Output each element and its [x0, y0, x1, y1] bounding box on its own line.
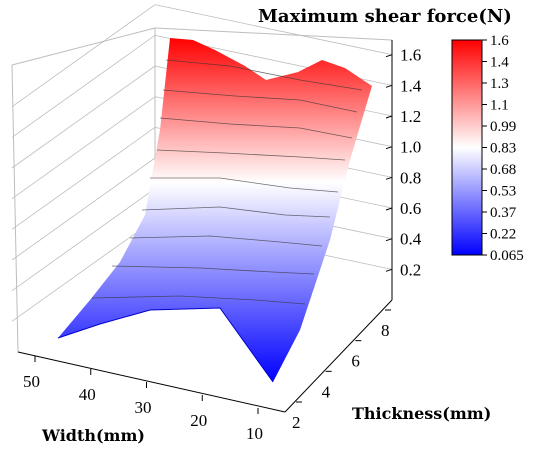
- z-tick-mark: [385, 115, 393, 119]
- grid-line: [11, 96, 156, 199]
- colorbar-tick-label: 0.22: [490, 227, 516, 243]
- z-tick-label: 1.6: [400, 46, 421, 65]
- grid-line: [11, 157, 156, 261]
- z-tick-label: 1.2: [400, 107, 421, 126]
- x-axis-label: Width(mm): [41, 426, 145, 445]
- y-tick-label: 8: [381, 321, 390, 340]
- colorbar-tick-label: 1.1: [490, 98, 509, 114]
- x-tick-label: 30: [135, 398, 152, 417]
- grid-line: [11, 219, 156, 322]
- contour-line: [150, 177, 339, 193]
- z-tick-label: 0.4: [400, 230, 422, 249]
- x-tick-label: 20: [190, 411, 207, 430]
- contour-line: [111, 265, 315, 275]
- surface-front-edge: [57, 307, 274, 383]
- y-tick-label: 6: [351, 352, 360, 371]
- x-axis-ticks: 50 40 30 20 10: [23, 356, 263, 443]
- z-tick-mark: [385, 268, 393, 272]
- x-tick-label: 10: [246, 424, 263, 443]
- x-tick-label: 40: [79, 385, 96, 404]
- y-tick-label: 2: [292, 413, 301, 432]
- y-axis-ticks: 2 4 6 8: [292, 309, 391, 432]
- contour-line: [91, 295, 306, 305]
- z-tick-label: 0.2: [400, 260, 421, 279]
- chart-title: Maximum shear force(N): [258, 6, 512, 27]
- grid-line: [11, 65, 156, 169]
- z-tick-mark: [385, 54, 393, 58]
- z-tick-label: 1.4: [400, 76, 422, 95]
- frame-edge: [11, 27, 156, 66]
- colorbar-tick-label: 1.3: [490, 76, 509, 92]
- grid-line: [154, 4, 393, 56]
- colorbar-tick-label: 1.6: [490, 33, 509, 49]
- y-axis-line: [284, 299, 393, 413]
- y-tick-label: 4: [322, 382, 331, 401]
- x-tick-label: 50: [23, 372, 40, 391]
- colorbar-tick-label: 0.99: [490, 119, 516, 135]
- y-axis-label: Thickness(mm): [352, 404, 491, 423]
- x-axis-line: [17, 351, 286, 413]
- colorbar-tick-label: 0.53: [490, 184, 516, 200]
- z-tick-mark: [385, 207, 393, 211]
- z-tick-mark: [385, 238, 393, 242]
- z-tick-label: 0.6: [400, 199, 421, 218]
- grid-line: [11, 4, 156, 107]
- grid-line: [11, 35, 156, 138]
- colorbar-tick-label: 0.68: [490, 162, 516, 178]
- grid-line: [11, 188, 156, 291]
- colorbar: 1.6 1.4 1.3 1.1 0.99 0.83 0.68 0.53 0.37 0.22 0.06…: [451, 33, 524, 264]
- grid-line: [11, 127, 156, 230]
- z-tick-mark: [385, 146, 393, 150]
- z-tick-mark: [385, 176, 393, 180]
- frame-edge: [154, 27, 393, 41]
- contour-line: [162, 89, 358, 113]
- contour-line: [165, 59, 363, 91]
- colorbar-tick-label: 1.4: [490, 55, 509, 71]
- colorbar-bar: [451, 39, 483, 256]
- surface-mesh: [58, 38, 372, 382]
- contour-line: [141, 206, 331, 218]
- z-tick-label: 1.0: [400, 138, 421, 157]
- z-tick-mark: [385, 84, 393, 88]
- frame-edge: [11, 64, 19, 353]
- colorbar-tick-label: 0.37: [490, 205, 517, 221]
- contour-line: [159, 117, 353, 139]
- contour-line: [156, 149, 346, 161]
- colorbar-tick-label: 0.83: [490, 141, 516, 157]
- colorbar-tick-label: 0.065: [490, 248, 524, 264]
- z-tick-label: 0.8: [400, 168, 421, 187]
- surface: [57, 38, 372, 383]
- z-axis-ticks: 0.2 0.4 0.6 0.8 1.0 1.2 1.4 1.6: [385, 46, 422, 279]
- contour-line: [129, 235, 323, 247]
